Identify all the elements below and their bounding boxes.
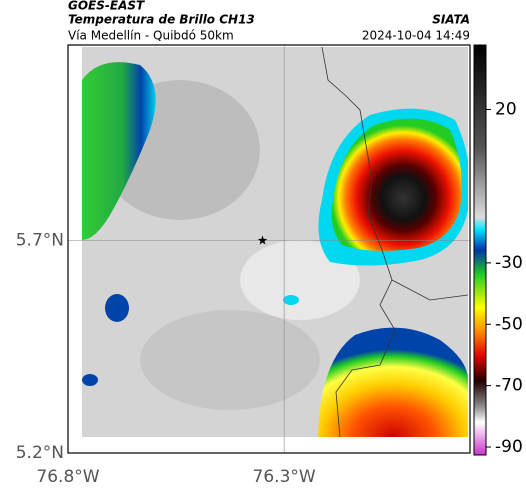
- route: Vía Medellín - Quibdó 50km: [68, 29, 234, 43]
- imagery: [82, 47, 468, 437]
- agency: SIATA: [432, 13, 470, 27]
- cloud: [140, 310, 320, 410]
- storm-core: [331, 118, 462, 251]
- cold-cloud: [82, 374, 98, 386]
- product: Temperatura de Brillo CH13: [68, 13, 255, 27]
- lat-tick-label: 5.7°N: [16, 231, 64, 251]
- location-marker: [257, 235, 268, 245]
- cold-cloud: [82, 62, 156, 241]
- cold-cloud: [283, 295, 299, 305]
- colorbar-tick-label: -30: [495, 253, 523, 273]
- colorbar-tick-label: 20: [495, 99, 517, 119]
- timestamp: 2024-10-04 14:49: [362, 29, 470, 43]
- colorbar: [473, 44, 487, 456]
- lon-tick-label: 76.3°W: [253, 467, 316, 487]
- cold-cloud: [105, 294, 129, 322]
- map-frame: [67, 44, 471, 454]
- satellite: GOES-EAST: [68, 0, 145, 13]
- storm-south: [318, 327, 468, 437]
- colorbar-tick-label: -90: [495, 437, 523, 457]
- border: [391, 279, 468, 301]
- lon-tick-label: 76.8°W: [36, 467, 99, 487]
- colorbar-tick-label: -50: [495, 314, 523, 334]
- lat-tick-label: 5.2°N: [16, 443, 64, 463]
- border: [321, 47, 396, 437]
- colorbar-tick-label: -70: [495, 376, 523, 396]
